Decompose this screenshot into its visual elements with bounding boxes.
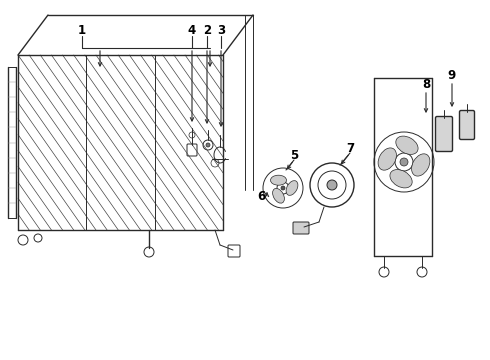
Ellipse shape	[390, 170, 412, 188]
Ellipse shape	[272, 188, 284, 203]
Text: 7: 7	[346, 141, 354, 154]
Text: 1: 1	[78, 23, 86, 36]
Text: 9: 9	[448, 68, 456, 81]
Circle shape	[281, 186, 285, 190]
Ellipse shape	[396, 136, 418, 154]
FancyBboxPatch shape	[460, 111, 474, 140]
Text: 2: 2	[203, 23, 211, 36]
Ellipse shape	[286, 181, 298, 195]
Circle shape	[400, 158, 408, 166]
Ellipse shape	[270, 175, 287, 185]
Circle shape	[327, 180, 337, 190]
Circle shape	[206, 143, 210, 147]
FancyBboxPatch shape	[293, 222, 309, 234]
Ellipse shape	[412, 154, 430, 176]
Text: 3: 3	[217, 23, 225, 36]
Text: 6: 6	[257, 189, 265, 202]
Ellipse shape	[378, 148, 396, 170]
FancyBboxPatch shape	[436, 117, 452, 152]
Text: 4: 4	[188, 23, 196, 36]
Text: 5: 5	[290, 149, 298, 162]
Text: 8: 8	[422, 77, 430, 90]
